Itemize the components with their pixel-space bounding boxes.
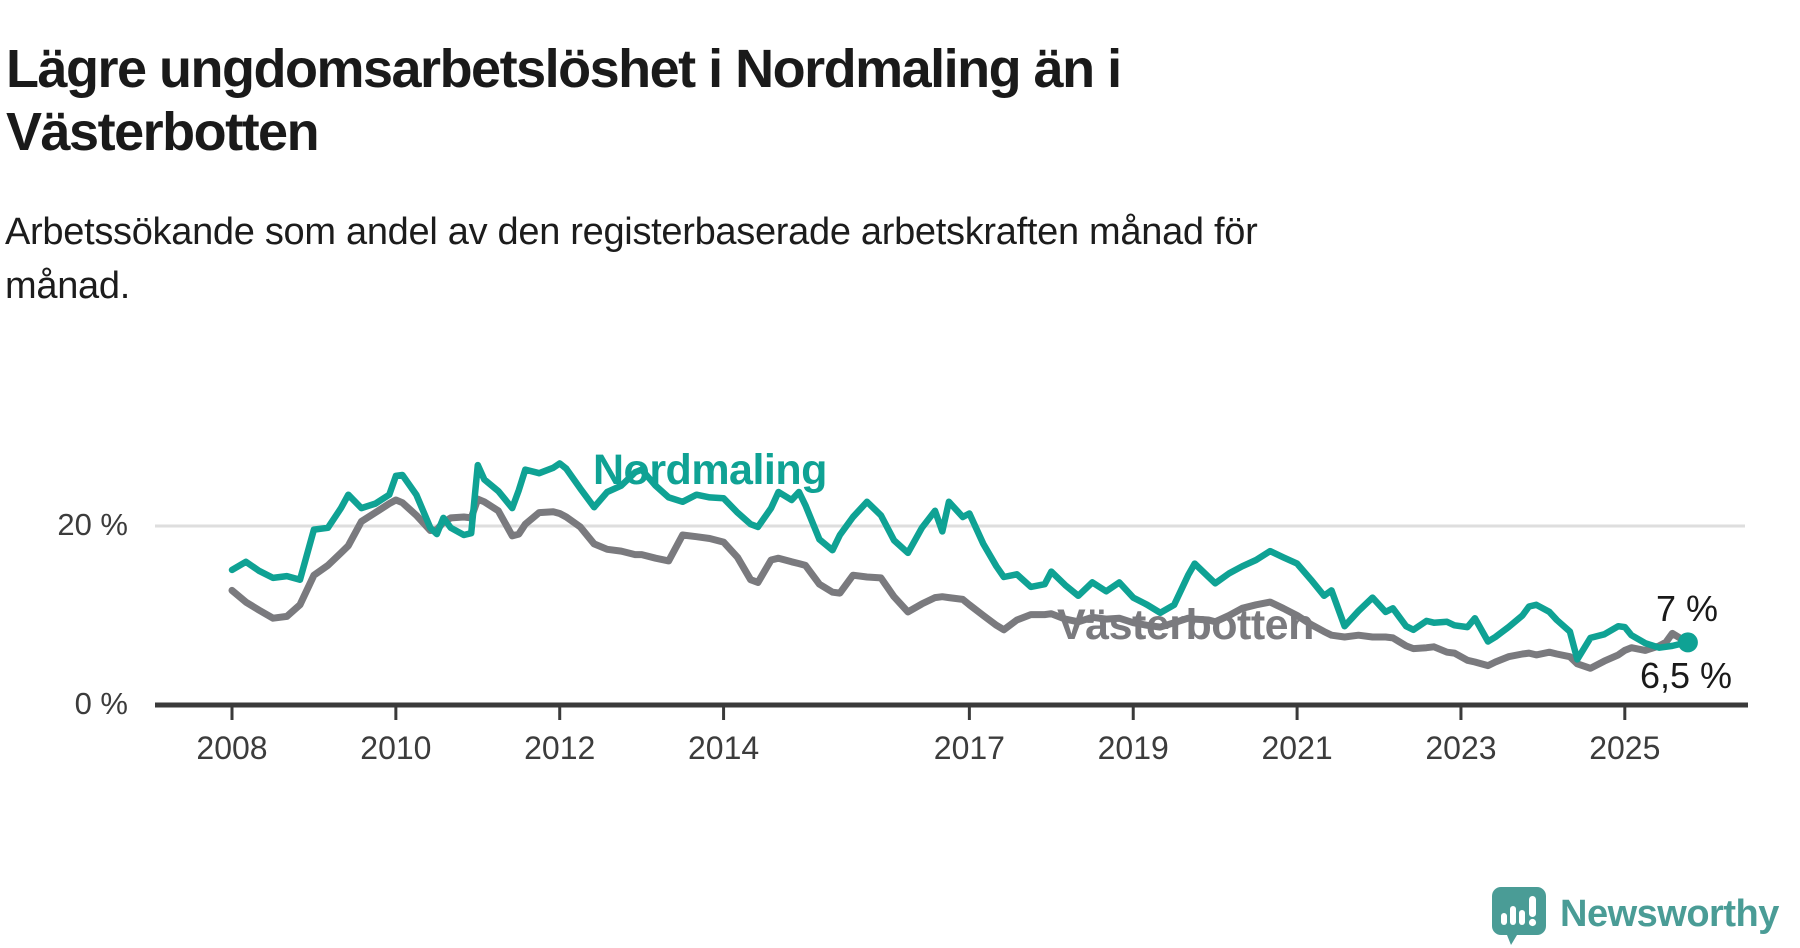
end-point-dot	[1677, 632, 1698, 653]
newsworthy-logo: Newsworthy	[1491, 886, 1779, 946]
x-tick-label: 2017	[933, 730, 1005, 766]
x-tick-label: 2010	[360, 730, 432, 766]
x-tick-label: 2012	[524, 730, 596, 766]
series-line-nordmaling	[228, 460, 1692, 663]
chart-title: Lägre ungdomsarbetslöshet i Nordmaling ä…	[6, 38, 1122, 164]
end-value-label-nordmaling: 7 %	[1656, 588, 1719, 629]
x-tick-label: 2014	[687, 730, 760, 766]
y-axis-label-0: 0 %	[74, 686, 128, 721]
y-axis-label-20: 20 %	[57, 507, 128, 542]
chart-subtitle-line2: månad.	[5, 264, 130, 307]
series-label-vasterbotten: Västerbotten	[1057, 601, 1314, 649]
x-tick-label: 2008	[196, 730, 268, 766]
newsworthy-chart-bubble-icon	[1492, 887, 1546, 945]
end-value-label-vasterbotten: 6,5 %	[1640, 655, 1733, 696]
x-tick-label: 2023	[1425, 730, 1497, 766]
chart-title-line1: Lägre ungdomsarbetslöshet i Nordmaling ä…	[6, 39, 1122, 100]
x-tick-label: 2025	[1589, 730, 1661, 766]
x-tick-label: 2019	[1097, 730, 1169, 766]
chart-subtitle-line1: Arbetssökande som andel av den registerb…	[5, 211, 1258, 253]
newsworthy-wordmark: Newsworthy	[1560, 892, 1779, 935]
series-label-nordmaling: Nordmaling	[593, 446, 827, 494]
chart-subtitle: Arbetssökande som andel av den registerb…	[5, 206, 1258, 314]
chart-title-line2: Västerbotten	[6, 102, 320, 163]
x-tick-label: 2021	[1261, 730, 1333, 766]
